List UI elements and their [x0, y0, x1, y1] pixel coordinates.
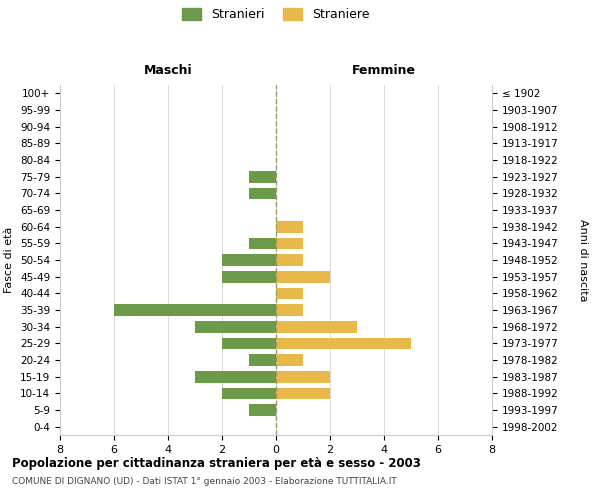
Bar	[276, 338, 411, 349]
Bar	[195, 371, 276, 382]
Bar	[249, 238, 276, 249]
Bar	[249, 354, 276, 366]
Bar	[195, 321, 276, 332]
Bar	[276, 321, 357, 332]
Bar	[276, 388, 330, 399]
Bar	[222, 338, 276, 349]
Bar	[222, 271, 276, 282]
Bar	[276, 354, 303, 366]
Bar	[276, 288, 303, 299]
Bar	[249, 171, 276, 182]
Text: Popolazione per cittadinanza straniera per età e sesso - 2003: Popolazione per cittadinanza straniera p…	[12, 458, 421, 470]
Bar	[276, 254, 303, 266]
Bar	[249, 188, 276, 199]
Bar	[276, 304, 303, 316]
Bar	[222, 254, 276, 266]
Bar	[114, 304, 276, 316]
Y-axis label: Fasce di età: Fasce di età	[4, 227, 14, 293]
Y-axis label: Anni di nascita: Anni di nascita	[578, 218, 588, 301]
Bar	[276, 371, 330, 382]
Text: Maschi: Maschi	[143, 64, 193, 78]
Text: Femmine: Femmine	[352, 64, 416, 78]
Text: COMUNE DI DIGNANO (UD) - Dati ISTAT 1° gennaio 2003 - Elaborazione TUTTITALIA.IT: COMUNE DI DIGNANO (UD) - Dati ISTAT 1° g…	[12, 478, 397, 486]
Bar	[249, 404, 276, 416]
Bar	[222, 388, 276, 399]
Bar	[276, 271, 330, 282]
Bar	[276, 221, 303, 232]
Legend: Stranieri, Straniere: Stranieri, Straniere	[178, 2, 374, 26]
Bar	[276, 238, 303, 249]
